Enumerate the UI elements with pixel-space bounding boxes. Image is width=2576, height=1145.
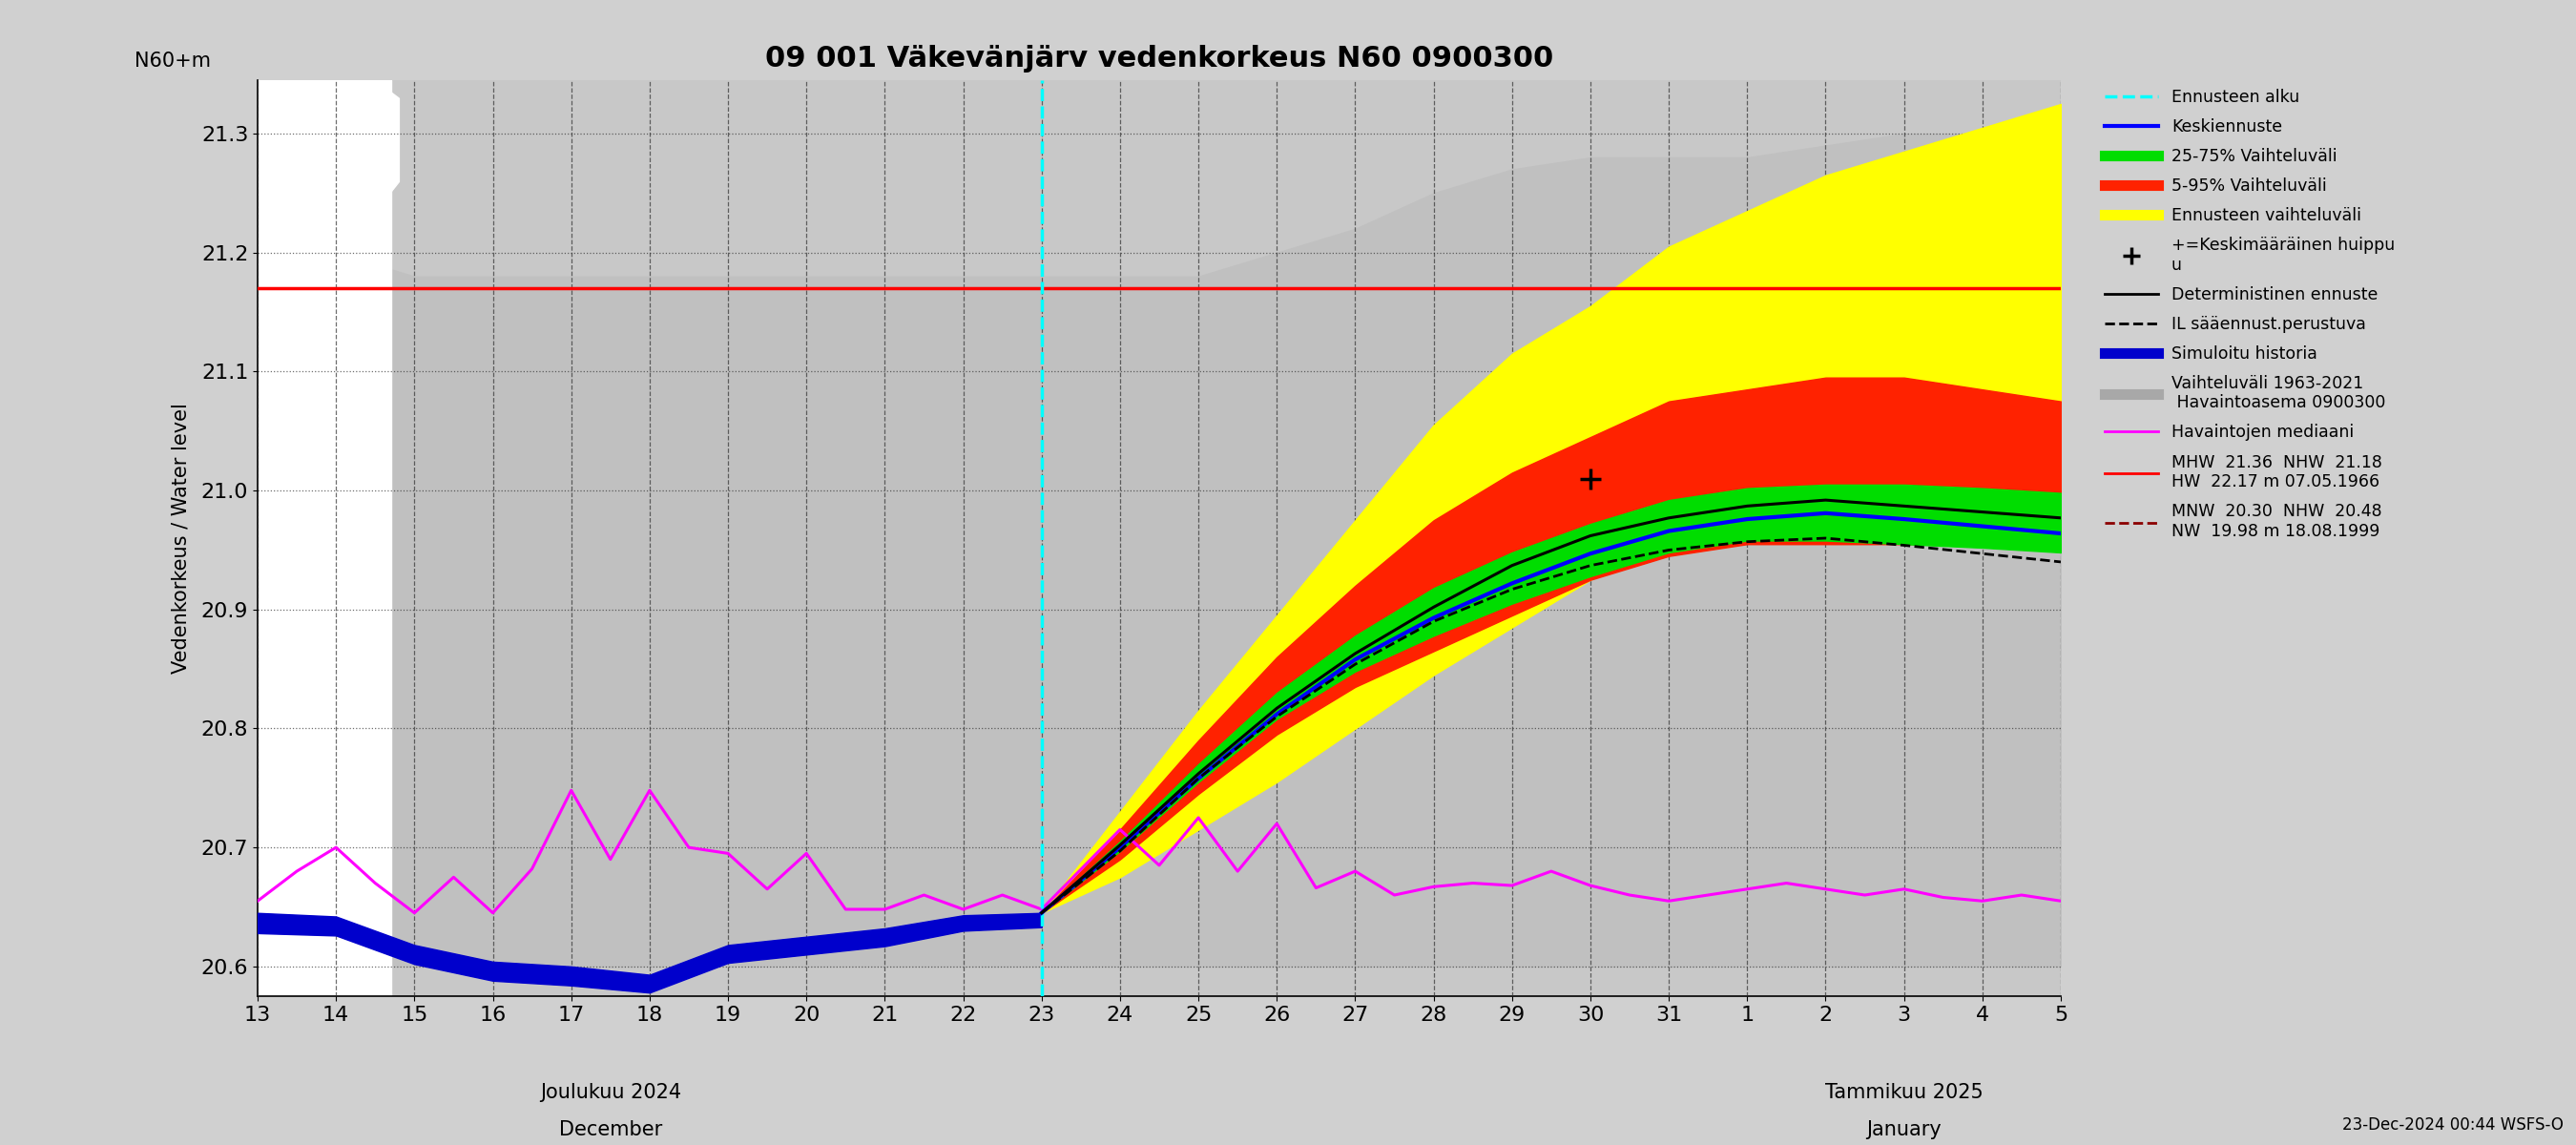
Text: Joulukuu 2024: Joulukuu 2024 xyxy=(541,1083,680,1103)
Text: December: December xyxy=(559,1120,662,1139)
Text: 23-Dec-2024 00:44 WSFS-O: 23-Dec-2024 00:44 WSFS-O xyxy=(2342,1116,2563,1134)
Text: Tammikuu 2025: Tammikuu 2025 xyxy=(1824,1083,1984,1103)
Text: N60+m: N60+m xyxy=(134,52,211,71)
Title: 09 001 Väkevänjärv vedenkorkeus N60 0900300: 09 001 Väkevänjärv vedenkorkeus N60 0900… xyxy=(765,45,1553,72)
Y-axis label: Vedenkorkeus / Water level: Vedenkorkeus / Water level xyxy=(173,403,191,673)
Text: January: January xyxy=(1868,1120,1942,1139)
Legend: Ennusteen alku, Keskiennuste, 25-75% Vaihteluväli, 5-95% Vaihteluväli, Ennusteen: Ennusteen alku, Keskiennuste, 25-75% Vai… xyxy=(2105,88,2396,540)
